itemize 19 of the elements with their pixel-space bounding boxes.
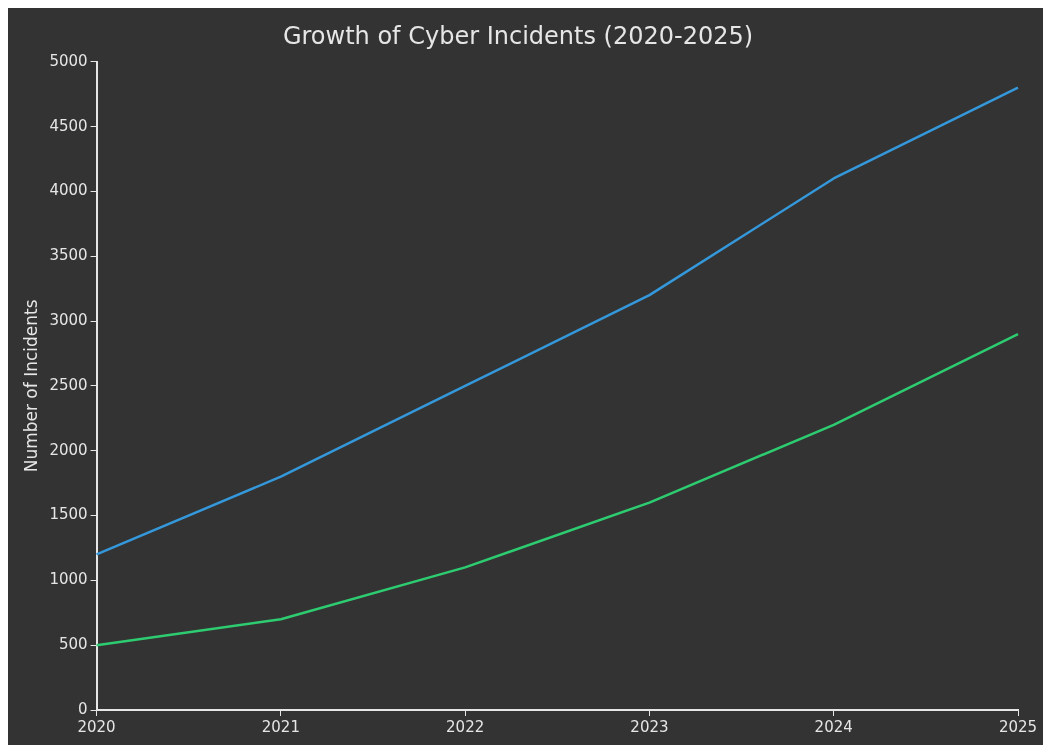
y-tick-label: 3000 — [49, 310, 88, 329]
y-tick-label: 1500 — [49, 505, 88, 524]
y-tick-label: 500 — [58, 635, 88, 654]
y-tick-label: 2000 — [49, 440, 88, 459]
x-tick-label: 2022 — [446, 717, 485, 736]
y-axis-title: Number of Incidents — [20, 299, 41, 473]
y-tick-label: 4000 — [49, 181, 88, 200]
x-tick-label: 2021 — [261, 717, 300, 736]
x-tick-label: 2025 — [998, 717, 1038, 736]
y-tick-label: 1000 — [49, 570, 88, 589]
chart-title: Growth of Cyber Incidents (2020-2025) — [282, 21, 754, 50]
y-tick-label: 4500 — [49, 116, 88, 135]
y-tick-label: 0 — [78, 699, 88, 718]
x-tick-label: 2023 — [630, 717, 669, 736]
x-tick-label: 2020 — [77, 717, 116, 736]
y-tick-label: 2500 — [49, 375, 88, 394]
y-tick-label: 5000 — [49, 51, 88, 70]
y-tick-label: 3500 — [49, 246, 88, 265]
x-tick-label: 2024 — [814, 717, 853, 736]
